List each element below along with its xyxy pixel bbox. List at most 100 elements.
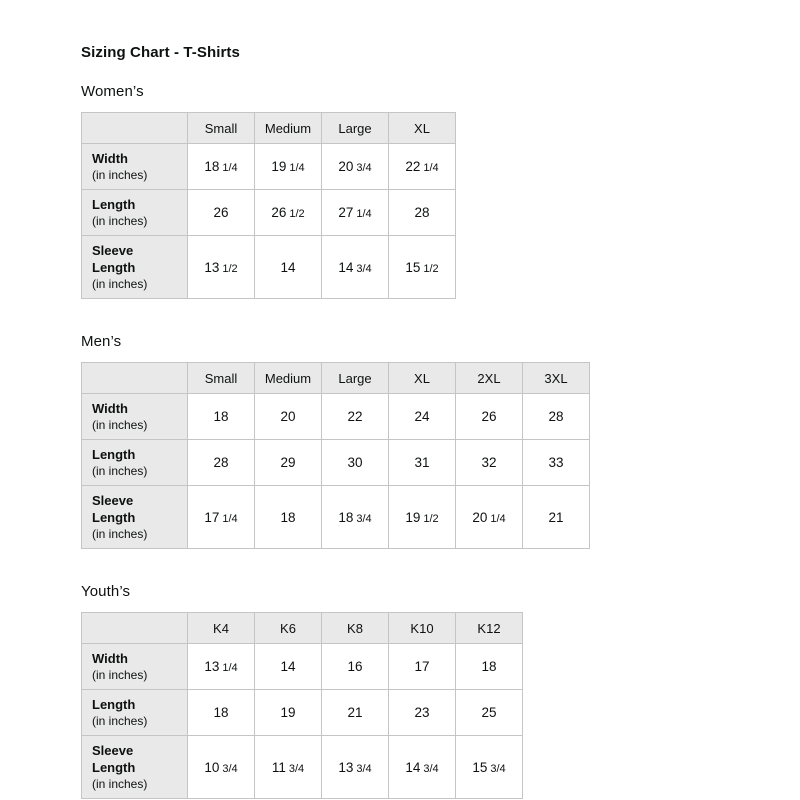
corner-cell	[81, 112, 188, 144]
value-whole: 13	[204, 659, 220, 674]
value-cell: 24	[388, 393, 456, 440]
value-fraction: 3/4	[423, 762, 439, 775]
row-label: Width	[92, 401, 128, 416]
value-cell: 26 1/2	[254, 189, 322, 236]
value-cell: 18 1/4	[187, 143, 255, 190]
row-header: Width (in inches)	[81, 393, 188, 440]
value-fraction: 3/4	[356, 512, 372, 525]
size-table: Small Medium Large XL 2XL 3XL Width (in inches)…	[81, 362, 590, 549]
row-label: Length	[92, 447, 136, 462]
value-whole: 13	[338, 759, 354, 775]
value-fraction: 3/4	[356, 162, 372, 174]
value-cell: 22	[321, 393, 389, 440]
sections-container: Women’s Small Medium Large XL Width (in inches…	[81, 83, 800, 799]
size-section: Men’s Small Medium Large XL 2XL 3XL Width (in in…	[81, 333, 800, 549]
value-whole: 31	[414, 455, 430, 470]
column-header: K10	[388, 612, 456, 644]
value-cell: 21	[321, 689, 389, 736]
row-label-note: (in inches)	[92, 168, 148, 182]
size-table-body: Width (in inches) 13 1/4 14 16 17 18 Length (in i…	[81, 643, 523, 799]
value-cell: 26	[187, 189, 255, 236]
value-whole: 15	[405, 259, 421, 275]
value-cell: 18	[187, 393, 255, 440]
value-cell: 31	[388, 439, 456, 486]
value-fraction: 3/4	[490, 762, 506, 775]
table-row: Length (in inches) 18 19 21 23 25	[81, 689, 523, 736]
value-whole: 20	[338, 159, 354, 174]
value-fraction: 3/4	[356, 762, 372, 775]
value-whole: 26	[481, 409, 497, 424]
row-label-note: (in inches)	[92, 527, 148, 541]
value-fraction: 3/4	[288, 762, 305, 775]
value-whole: 13	[204, 259, 220, 275]
value-whole: 11	[271, 759, 286, 775]
row-label-note: (in inches)	[92, 464, 148, 478]
value-whole: 23	[414, 705, 430, 720]
row-label: Length	[92, 197, 136, 212]
column-header: XL	[388, 362, 456, 394]
value-cell: 28	[187, 439, 255, 486]
value-cell: 30	[321, 439, 389, 486]
value-cell: 20 1/4	[455, 485, 523, 549]
column-header: Small	[187, 362, 255, 394]
value-whole: 15	[472, 759, 488, 775]
section-heading: Men’s	[81, 333, 122, 350]
row-label-note: (in inches)	[92, 214, 148, 228]
size-section: Women’s Small Medium Large XL Width (in inches…	[81, 83, 800, 299]
value-fraction: 1/4	[423, 162, 439, 174]
value-whole: 21	[548, 509, 564, 525]
size-table-body: Width (in inches) 18 20 22 24 26 28 Length (in in…	[81, 393, 590, 549]
value-whole: 10	[204, 759, 220, 775]
value-cell: 15 3/4	[455, 735, 523, 799]
value-whole: 22	[405, 159, 421, 174]
header-row: Small Medium Large XL	[81, 112, 456, 144]
value-whole: 33	[548, 455, 564, 470]
row-label: Length	[92, 697, 136, 712]
table-row: Width (in inches) 18 1/4 19 1/4 20 3/4 22 1/4	[81, 143, 456, 190]
value-whole: 26	[213, 205, 229, 220]
value-whole: 30	[347, 455, 363, 470]
value-cell: 19	[254, 689, 322, 736]
section-heading: Women’s	[81, 83, 144, 100]
value-whole: 26	[271, 205, 287, 220]
value-whole: 19	[280, 705, 296, 720]
value-whole: 18	[481, 659, 497, 674]
value-fraction: 1/4	[222, 162, 238, 174]
size-table: K4 K6 K8 K10 K12 Width (in inches) 13 1/4 14 16 17 1…	[81, 612, 523, 799]
value-fraction: 3/4	[222, 762, 238, 775]
value-cell: 26	[455, 393, 523, 440]
row-label: Sleeve Length	[92, 743, 136, 775]
column-header: K8	[321, 612, 389, 644]
value-whole: 18	[213, 409, 229, 424]
value-cell: 16	[321, 643, 389, 690]
value-fraction: 1/2	[289, 208, 305, 220]
column-header: K4	[187, 612, 255, 644]
value-whole: 17	[414, 659, 430, 674]
row-label: Width	[92, 151, 128, 166]
row-label: Sleeve Length	[92, 243, 136, 275]
value-cell: 13 1/2	[187, 235, 255, 299]
value-fraction: 1/2	[222, 262, 238, 275]
value-cell: 14 3/4	[321, 235, 389, 299]
corner-cell	[81, 362, 188, 394]
value-fraction: 1/4	[289, 162, 305, 174]
row-header: Length (in inches)	[81, 189, 188, 236]
value-cell: 17	[388, 643, 456, 690]
size-table-body: Width (in inches) 18 1/4 19 1/4 20 3/4 22 1/4 Leng…	[81, 143, 456, 299]
table-row: Sleeve Length (in inches) 13 1/2 14 14 3/4 15 1/…	[81, 235, 456, 299]
value-cell: 20 3/4	[321, 143, 389, 190]
column-header: K12	[455, 612, 523, 644]
row-label-note: (in inches)	[92, 277, 148, 291]
column-header: Small	[187, 112, 255, 144]
value-cell: 13 1/4	[187, 643, 255, 690]
value-whole: 32	[481, 455, 497, 470]
value-fraction: 1/2	[423, 262, 439, 275]
size-table: Small Medium Large XL Width (in inches) 18 1/4 1…	[81, 112, 456, 299]
value-whole: 14	[280, 259, 296, 275]
value-whole: 14	[280, 659, 296, 674]
value-whole: 27	[338, 205, 354, 220]
value-cell: 25	[455, 689, 523, 736]
value-cell: 19 1/4	[254, 143, 322, 190]
column-header: K6	[254, 612, 322, 644]
